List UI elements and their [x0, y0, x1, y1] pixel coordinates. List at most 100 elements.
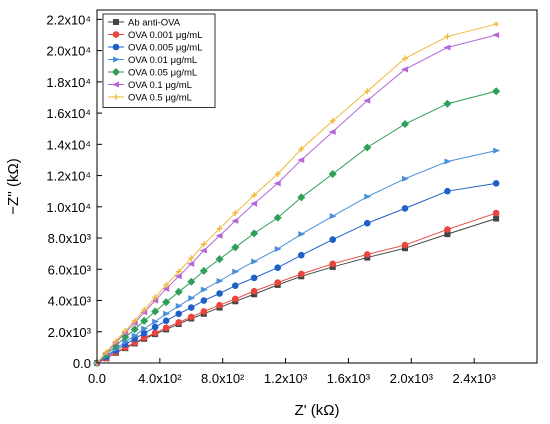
data-point [298, 231, 306, 238]
data-point [187, 277, 196, 286]
data-point [250, 287, 258, 295]
y-tick-label: 1.0x10⁴ [46, 200, 91, 215]
data-point [492, 31, 500, 38]
data-point [130, 325, 139, 334]
x-tick-label: 2.4x10³ [452, 371, 496, 386]
x-tick-label: 8.0x10² [201, 371, 245, 386]
data-point [187, 313, 195, 321]
data-point [297, 270, 305, 278]
data-point [162, 285, 170, 292]
data-point [364, 193, 372, 200]
data-point [151, 307, 160, 316]
data-point [175, 310, 183, 318]
legend-label: OVA 0.05 μg/mL [128, 68, 197, 79]
data-point [328, 128, 336, 135]
legend-swatch-marker [113, 19, 119, 25]
x-axis-label: Z' (kΩ) [295, 402, 340, 419]
y-tick-label: 2.0x10³ [48, 325, 92, 340]
data-point [122, 327, 129, 334]
data-point [297, 251, 305, 259]
legend-item: Ab anti-OVA [108, 18, 181, 29]
data-point [274, 245, 282, 252]
data-point [493, 147, 501, 154]
data-point [297, 156, 305, 163]
data-point [444, 231, 451, 238]
data-point [174, 273, 182, 280]
data-point [200, 241, 207, 248]
legend-swatch-marker [113, 94, 119, 100]
data-point [443, 44, 451, 51]
data-point [216, 225, 223, 232]
data-point [251, 192, 258, 199]
legend-label: OVA 0.5 μg/mL [128, 93, 192, 104]
data-point [443, 99, 452, 108]
data-point [363, 219, 371, 227]
x-tick-label: 0.0 [88, 371, 106, 386]
data-point [199, 247, 207, 254]
data-point [401, 120, 409, 129]
data-point [492, 209, 500, 217]
data-point [152, 294, 159, 301]
data-point [492, 180, 500, 187]
legend-label: OVA 0.1 μg/mL [128, 80, 192, 91]
data-point [401, 66, 408, 73]
data-point [251, 258, 259, 265]
y-tick-label: 6.0x10³ [48, 262, 92, 277]
data-point [188, 295, 196, 302]
legend-item: OVA 0.5 μg/mL [108, 93, 192, 104]
data-point [187, 304, 195, 311]
data-point [188, 255, 195, 262]
data-point [250, 200, 258, 207]
x-tick-label: 1.6x10³ [327, 371, 371, 386]
data-point [493, 21, 500, 28]
x-tick-label: 1.2x10³ [264, 371, 308, 386]
series-2 [93, 180, 500, 367]
data-point [162, 324, 170, 332]
data-point [274, 171, 281, 178]
data-point [151, 329, 159, 337]
data-point [162, 298, 171, 307]
data-point [273, 213, 282, 222]
data-point [250, 274, 258, 282]
data-point [402, 175, 409, 182]
y-tick-label: 1.4x10⁴ [46, 137, 91, 152]
data-point [329, 236, 337, 243]
data-point [274, 279, 282, 286]
data-point [401, 241, 409, 249]
data-point [402, 55, 408, 62]
data-point [199, 266, 208, 275]
data-point [175, 268, 182, 275]
data-point [444, 33, 451, 40]
data-point [363, 97, 371, 104]
plot-frame [96, 9, 538, 364]
data-point [151, 323, 159, 331]
y-tick-label: 4.0x10³ [48, 294, 92, 309]
y-tick-label: 2.2x10⁴ [46, 12, 91, 27]
data-point [231, 295, 239, 303]
data-point [200, 297, 208, 304]
data-point [401, 205, 409, 212]
data-point [200, 286, 208, 293]
data-point [175, 319, 183, 326]
axes-ticks: 0.0 4.0x10² 8.0x10² 1.2x10³ 1.6x10³ 2.0x10³ 2.… [46, 12, 496, 386]
data-point [492, 87, 501, 96]
y-tick-label: 1.6x10⁴ [46, 106, 91, 121]
data-point [329, 117, 336, 124]
data-point [141, 325, 149, 332]
legend-label: OVA 0.01 μg/mL [128, 55, 197, 66]
data-point [122, 338, 130, 345]
data-point [232, 268, 240, 275]
data-point [112, 338, 119, 345]
data-point [103, 349, 110, 356]
data-point [131, 332, 139, 339]
data-point [231, 282, 239, 289]
data-point [131, 317, 138, 324]
y-tick-label: 0.0 [73, 356, 91, 371]
data-point [216, 277, 224, 284]
data-point [444, 187, 451, 195]
series-0 [94, 215, 500, 366]
y-tick-label: 2.0x10⁴ [46, 44, 91, 59]
data-point [273, 180, 281, 187]
data-point [363, 251, 371, 258]
